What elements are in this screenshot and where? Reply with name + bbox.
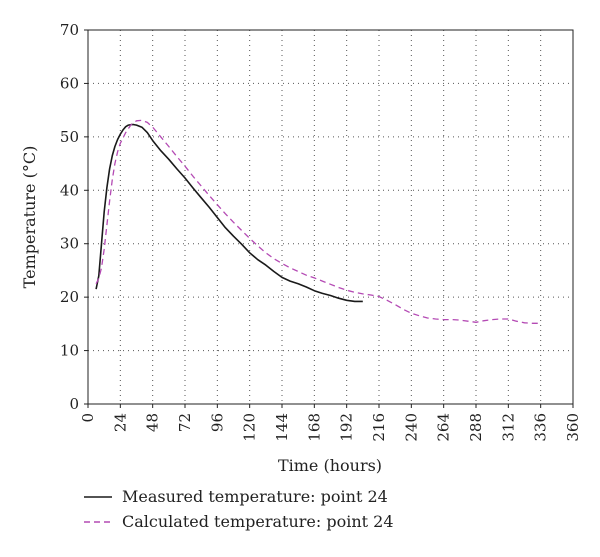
x-tick-label: 192 bbox=[338, 413, 356, 442]
x-tick-label: 48 bbox=[144, 413, 162, 432]
plot-frame bbox=[87, 29, 574, 405]
x-tick-label: 0 bbox=[79, 413, 97, 423]
series-line-measured bbox=[95, 123, 363, 303]
x-tick-label: 168 bbox=[305, 413, 323, 442]
x-tick-label: 120 bbox=[241, 413, 259, 442]
grid bbox=[88, 30, 573, 404]
legend-label-calculated: Calculated temperature: point 24 bbox=[122, 512, 394, 531]
x-tick-label: 216 bbox=[370, 413, 388, 442]
x-tick-marks bbox=[87, 404, 574, 408]
x-tick-label: 312 bbox=[499, 413, 517, 442]
y-tick-label: 60 bbox=[60, 74, 79, 92]
x-tick-label: 144 bbox=[273, 413, 291, 442]
x-tick-label: 288 bbox=[467, 413, 485, 442]
y-tick-label: 0 bbox=[69, 395, 79, 413]
x-tick-label: 72 bbox=[176, 413, 194, 432]
series-lines bbox=[95, 119, 541, 324]
x-tick-labels: 0 24 48 72 96 120 144 168 192 216 240 264 288 312 336 3… bbox=[79, 413, 582, 442]
series-line-calculated bbox=[95, 119, 541, 324]
x-tick-label: 96 bbox=[208, 413, 226, 432]
y-tick-label: 20 bbox=[60, 288, 79, 306]
x-tick-label: 24 bbox=[111, 413, 129, 432]
legend: Measured temperature: point 24 Calculate… bbox=[84, 487, 394, 531]
x-tick-label: 336 bbox=[532, 413, 550, 442]
y-tick-label: 70 bbox=[60, 21, 79, 39]
x-axis-label: Time (hours) bbox=[278, 456, 382, 475]
x-tick-label: 240 bbox=[402, 413, 420, 442]
y-tick-label: 10 bbox=[60, 342, 79, 360]
y-tick-label: 50 bbox=[60, 128, 79, 146]
y-tick-marks bbox=[84, 29, 88, 405]
y-axis-label: Temperature (°C) bbox=[20, 146, 39, 289]
y-tick-label: 30 bbox=[60, 235, 79, 253]
y-tick-labels: 0 10 20 30 40 50 60 70 bbox=[60, 21, 79, 413]
x-tick-label: 264 bbox=[435, 413, 453, 442]
y-tick-label: 40 bbox=[60, 181, 79, 199]
legend-label-measured: Measured temperature: point 24 bbox=[122, 487, 388, 506]
x-tick-label: 360 bbox=[564, 413, 582, 442]
